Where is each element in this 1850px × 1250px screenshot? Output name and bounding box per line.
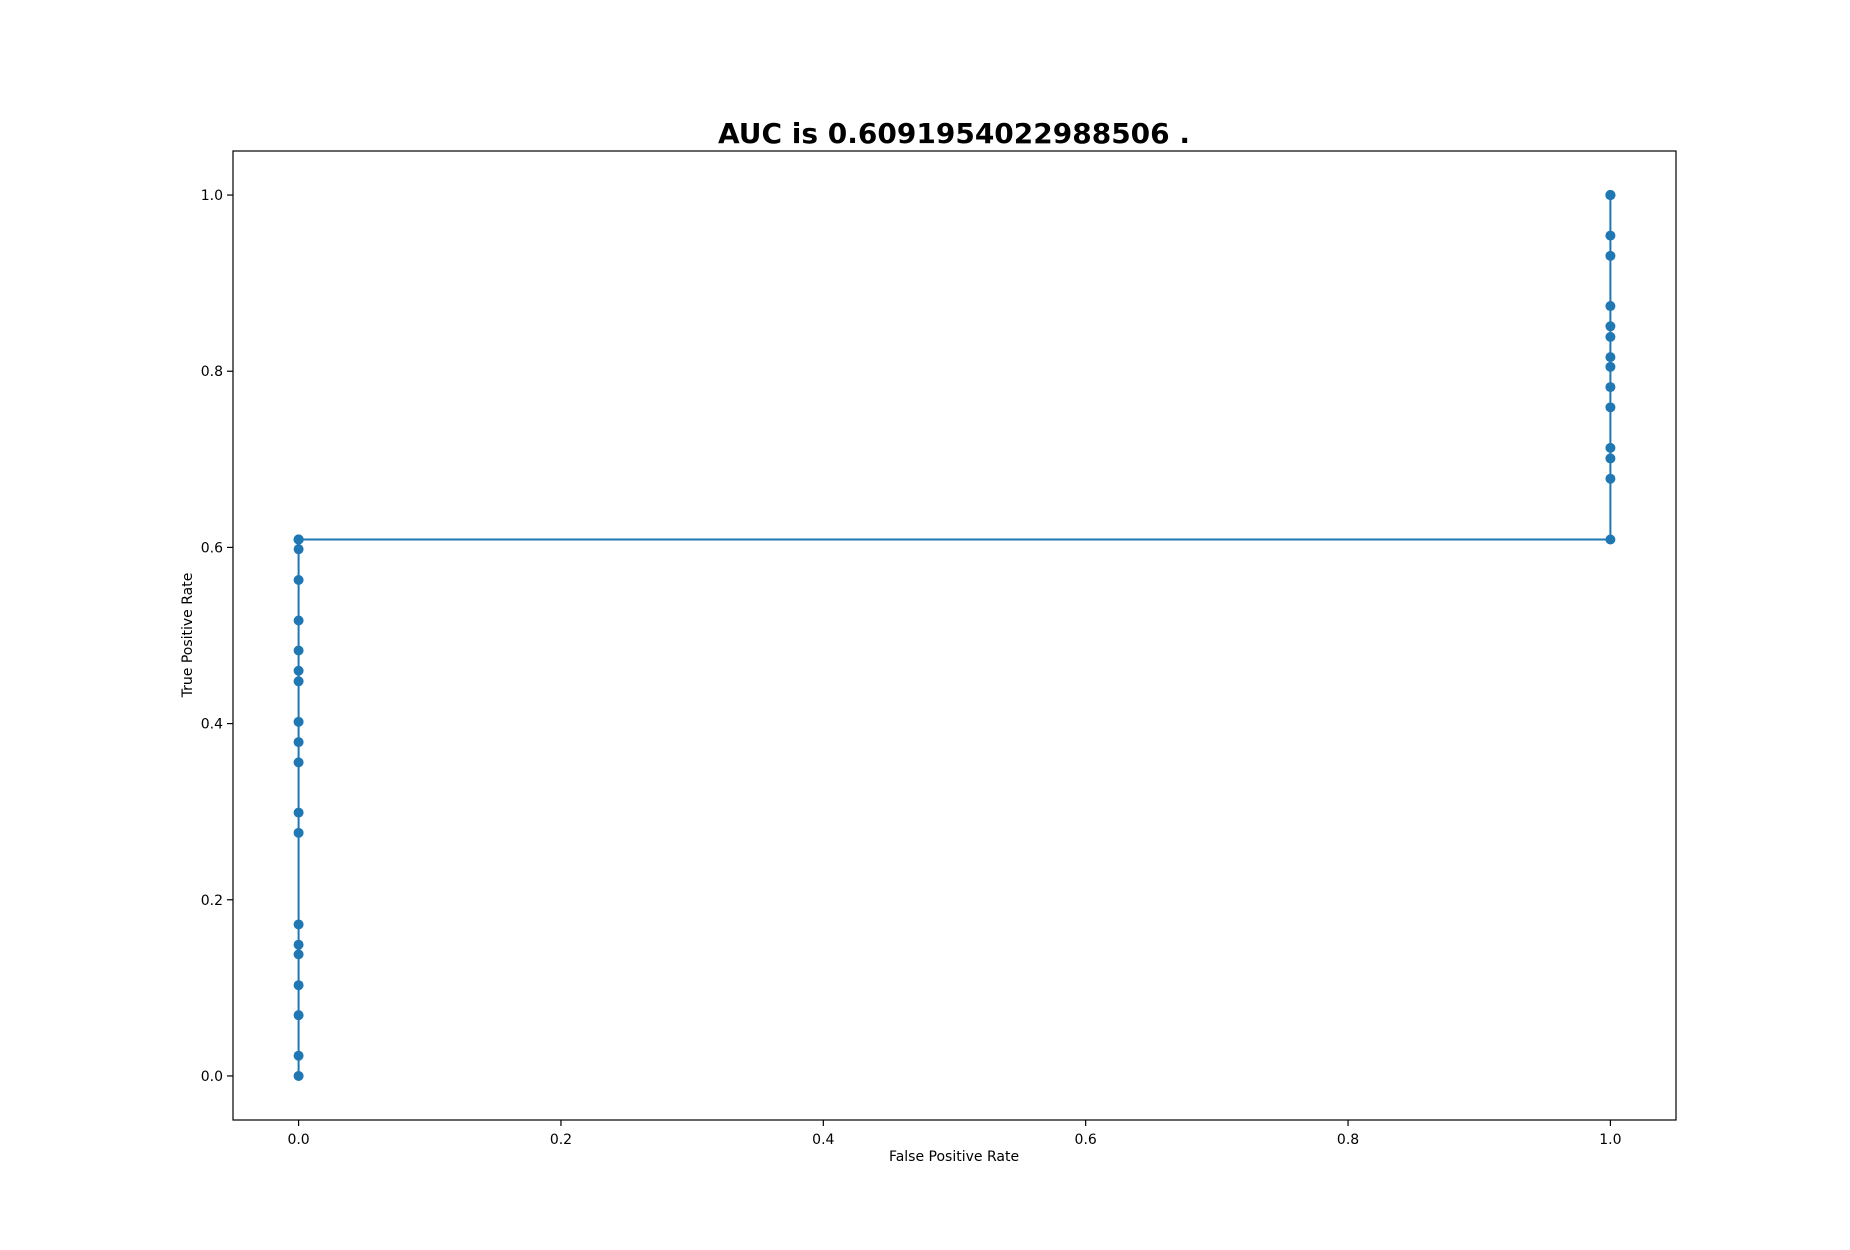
roc-point	[1605, 473, 1616, 484]
x-axis: 0.0 0.2 0.4 0.6 0.8 1.0	[287, 1120, 1622, 1148]
x-tick-label: 0.6	[1075, 1132, 1097, 1148]
roc-point	[1605, 301, 1616, 312]
chart-title: AUC is 0.6091954022988506 .	[718, 117, 1190, 150]
roc-point	[293, 827, 304, 838]
roc-point	[1605, 230, 1616, 241]
roc-point	[293, 737, 304, 748]
roc-point	[293, 575, 304, 586]
x-tick-label: 0.8	[1337, 1132, 1359, 1148]
roc-point	[293, 1010, 304, 1021]
roc-point	[293, 980, 304, 991]
x-tick-label: 0.4	[812, 1132, 834, 1148]
roc-point	[293, 919, 304, 930]
roc-point	[1605, 402, 1616, 413]
x-tick-label: 1.0	[1599, 1132, 1621, 1148]
x-axis-label: False Positive Rate	[889, 1149, 1019, 1165]
roc-point	[293, 949, 304, 960]
roc-point	[293, 665, 304, 676]
plot-area	[293, 190, 1616, 1081]
y-axis-label: True Positive Rate	[180, 573, 196, 699]
y-tick-label: 0.6	[201, 540, 223, 556]
x-tick-label: 0.0	[287, 1132, 309, 1148]
roc-point	[1605, 331, 1616, 342]
roc-point	[1605, 321, 1616, 332]
y-tick-label: 0.4	[201, 717, 223, 733]
roc-curve-line	[297, 195, 1612, 1076]
y-tick-label: 0.2	[201, 893, 223, 909]
y-tick-label: 0.8	[201, 364, 223, 380]
roc-point	[293, 676, 304, 687]
roc-point	[1605, 442, 1616, 453]
roc-point	[293, 645, 304, 656]
roc-point	[1605, 250, 1616, 261]
roc-point	[293, 716, 304, 727]
roc-point	[293, 544, 304, 555]
roc-point	[1605, 361, 1616, 372]
roc-point	[1605, 352, 1616, 363]
y-tick-label: 1.0	[201, 188, 223, 204]
roc-point	[1605, 453, 1616, 464]
roc-point	[293, 939, 304, 950]
plot-frame	[232, 150, 1677, 1121]
y-tick-label: 0.0	[201, 1069, 223, 1085]
roc-point	[293, 534, 304, 545]
roc-point	[293, 615, 304, 626]
roc-point	[1605, 382, 1616, 393]
roc-point	[293, 757, 304, 768]
roc-point	[1605, 190, 1616, 201]
roc-point	[1605, 534, 1616, 545]
roc-point	[293, 1050, 304, 1061]
roc-point	[293, 807, 304, 818]
y-axis: 0.0 0.2 0.4 0.6 0.8 1.0	[201, 188, 233, 1085]
x-tick-label: 0.2	[550, 1132, 572, 1148]
roc-point	[293, 1070, 304, 1081]
